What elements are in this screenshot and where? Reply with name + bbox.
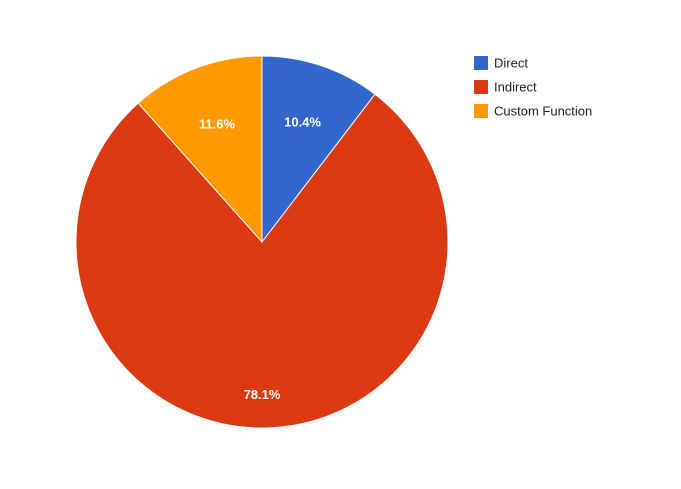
- slice-label-custom-function: 11.6%: [199, 116, 236, 131]
- legend-item-direct[interactable]: Direct: [474, 56, 528, 71]
- pie-slices: [75, 55, 449, 429]
- pie-slice-labels: 10.4% 78.1% 11.6%: [199, 115, 322, 402]
- legend-swatch: [474, 80, 488, 94]
- legend-label: Indirect: [494, 80, 537, 95]
- legend-item-indirect[interactable]: Indirect: [474, 80, 537, 95]
- legend-item-custom-function[interactable]: Custom Function: [474, 104, 592, 119]
- pie-slice-custom-function[interactable]: [137, 55, 263, 244]
- legend-label: Direct: [494, 56, 528, 71]
- pie-slice-direct[interactable]: [261, 55, 376, 244]
- legend: Direct Indirect Custom Function: [474, 56, 592, 119]
- pie-slice-indirect[interactable]: [75, 93, 449, 429]
- slice-label-indirect: 78.1%: [244, 387, 281, 402]
- slice-label-direct: 10.4%: [284, 115, 321, 130]
- legend-label: Custom Function: [494, 104, 592, 119]
- legend-swatch: [474, 104, 488, 118]
- legend-swatch: [474, 56, 488, 70]
